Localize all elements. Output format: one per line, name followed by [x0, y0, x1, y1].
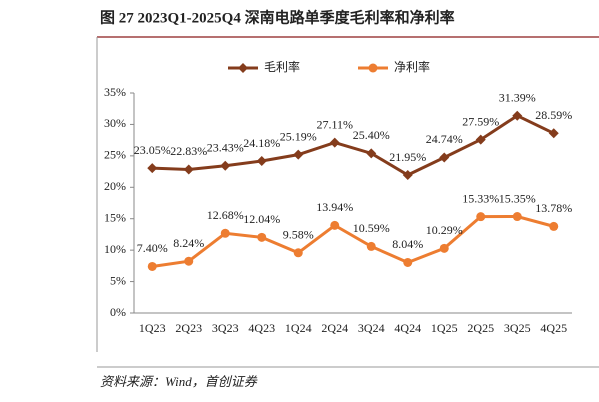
data-label: 27.11% — [316, 117, 353, 131]
x-tick-label: 1Q24 — [285, 321, 312, 335]
data-point — [439, 243, 449, 253]
data-point — [147, 163, 158, 174]
data-point — [293, 248, 303, 258]
data-point — [475, 134, 486, 145]
data-label: 28.59% — [535, 108, 572, 122]
data-label: 24.74% — [426, 132, 463, 146]
y-tick-label: 25% — [104, 148, 126, 162]
x-tick-label: 3Q23 — [212, 321, 239, 335]
data-point — [548, 128, 559, 139]
data-point — [330, 220, 340, 230]
x-tick-label: 3Q24 — [358, 321, 385, 335]
data-label: 7.40% — [137, 241, 168, 255]
x-tick-label: 4Q25 — [540, 321, 567, 335]
x-tick-label: 2Q23 — [175, 321, 202, 335]
series-line — [152, 113, 555, 177]
data-label: 15.35% — [499, 191, 536, 205]
data-point — [366, 241, 376, 251]
data-point — [402, 170, 413, 181]
data-label: 21.95% — [389, 150, 426, 164]
legend-label: 毛利率 — [264, 59, 300, 74]
data-label: 12.04% — [243, 212, 280, 226]
data-label: 23.05% — [134, 143, 171, 157]
data-label: 8.24% — [173, 236, 204, 250]
x-tick-label: 4Q23 — [248, 321, 275, 335]
data-label: 10.29% — [426, 223, 463, 237]
data-label: 8.04% — [392, 237, 423, 251]
data-point — [183, 164, 194, 175]
data-label: 10.59% — [353, 221, 390, 235]
y-tick-label: 30% — [104, 116, 126, 130]
y-tick-label: 15% — [104, 210, 126, 224]
data-point — [257, 232, 267, 242]
data-point — [512, 110, 523, 121]
source-note: 资料来源：Wind，首创证券 — [100, 374, 258, 389]
x-tick-label: 4Q24 — [394, 321, 421, 335]
y-tick-label: 20% — [104, 179, 126, 193]
legend-marker — [238, 63, 248, 73]
data-point — [366, 148, 377, 159]
data-point — [184, 256, 194, 266]
x-tick-label: 1Q23 — [139, 321, 166, 335]
legend-marker — [368, 63, 378, 73]
data-point — [439, 152, 450, 163]
series-line — [152, 215, 555, 268]
data-point — [403, 257, 413, 267]
x-tick-label: 2Q24 — [321, 321, 348, 335]
x-tick-label: 1Q25 — [431, 321, 458, 335]
data-point — [549, 221, 559, 231]
x-tick-label: 2Q25 — [467, 321, 494, 335]
chart-title: 图 27 2023Q1-2025Q4 深南电路单季度毛利率和净利率 — [100, 8, 455, 26]
data-label: 25.19% — [280, 129, 317, 143]
data-label: 27.59% — [462, 114, 499, 128]
data-point — [512, 212, 522, 222]
data-label: 23.43% — [207, 140, 244, 154]
y-tick-label: 0% — [110, 305, 126, 319]
data-label: 9.58% — [283, 228, 314, 242]
data-label: 31.39% — [499, 90, 536, 104]
data-label: 24.18% — [243, 136, 280, 150]
y-tick-label: 5% — [110, 273, 126, 287]
data-label: 15.33% — [462, 191, 499, 205]
data-point — [476, 212, 486, 222]
data-label: 13.94% — [316, 200, 353, 214]
data-point — [293, 149, 304, 160]
data-point — [256, 156, 267, 167]
y-tick-label: 35% — [104, 85, 126, 99]
y-tick-label: 10% — [104, 242, 126, 256]
legend-label: 净利率 — [394, 59, 430, 74]
data-label: 25.40% — [353, 128, 390, 142]
x-tick-label: 3Q25 — [504, 321, 531, 335]
data-point — [329, 137, 340, 148]
data-point — [220, 228, 230, 238]
data-label: 13.78% — [535, 201, 572, 215]
data-label: 22.83% — [170, 144, 207, 158]
data-point — [147, 261, 157, 271]
data-label: 12.68% — [207, 208, 244, 222]
data-point — [220, 160, 231, 171]
